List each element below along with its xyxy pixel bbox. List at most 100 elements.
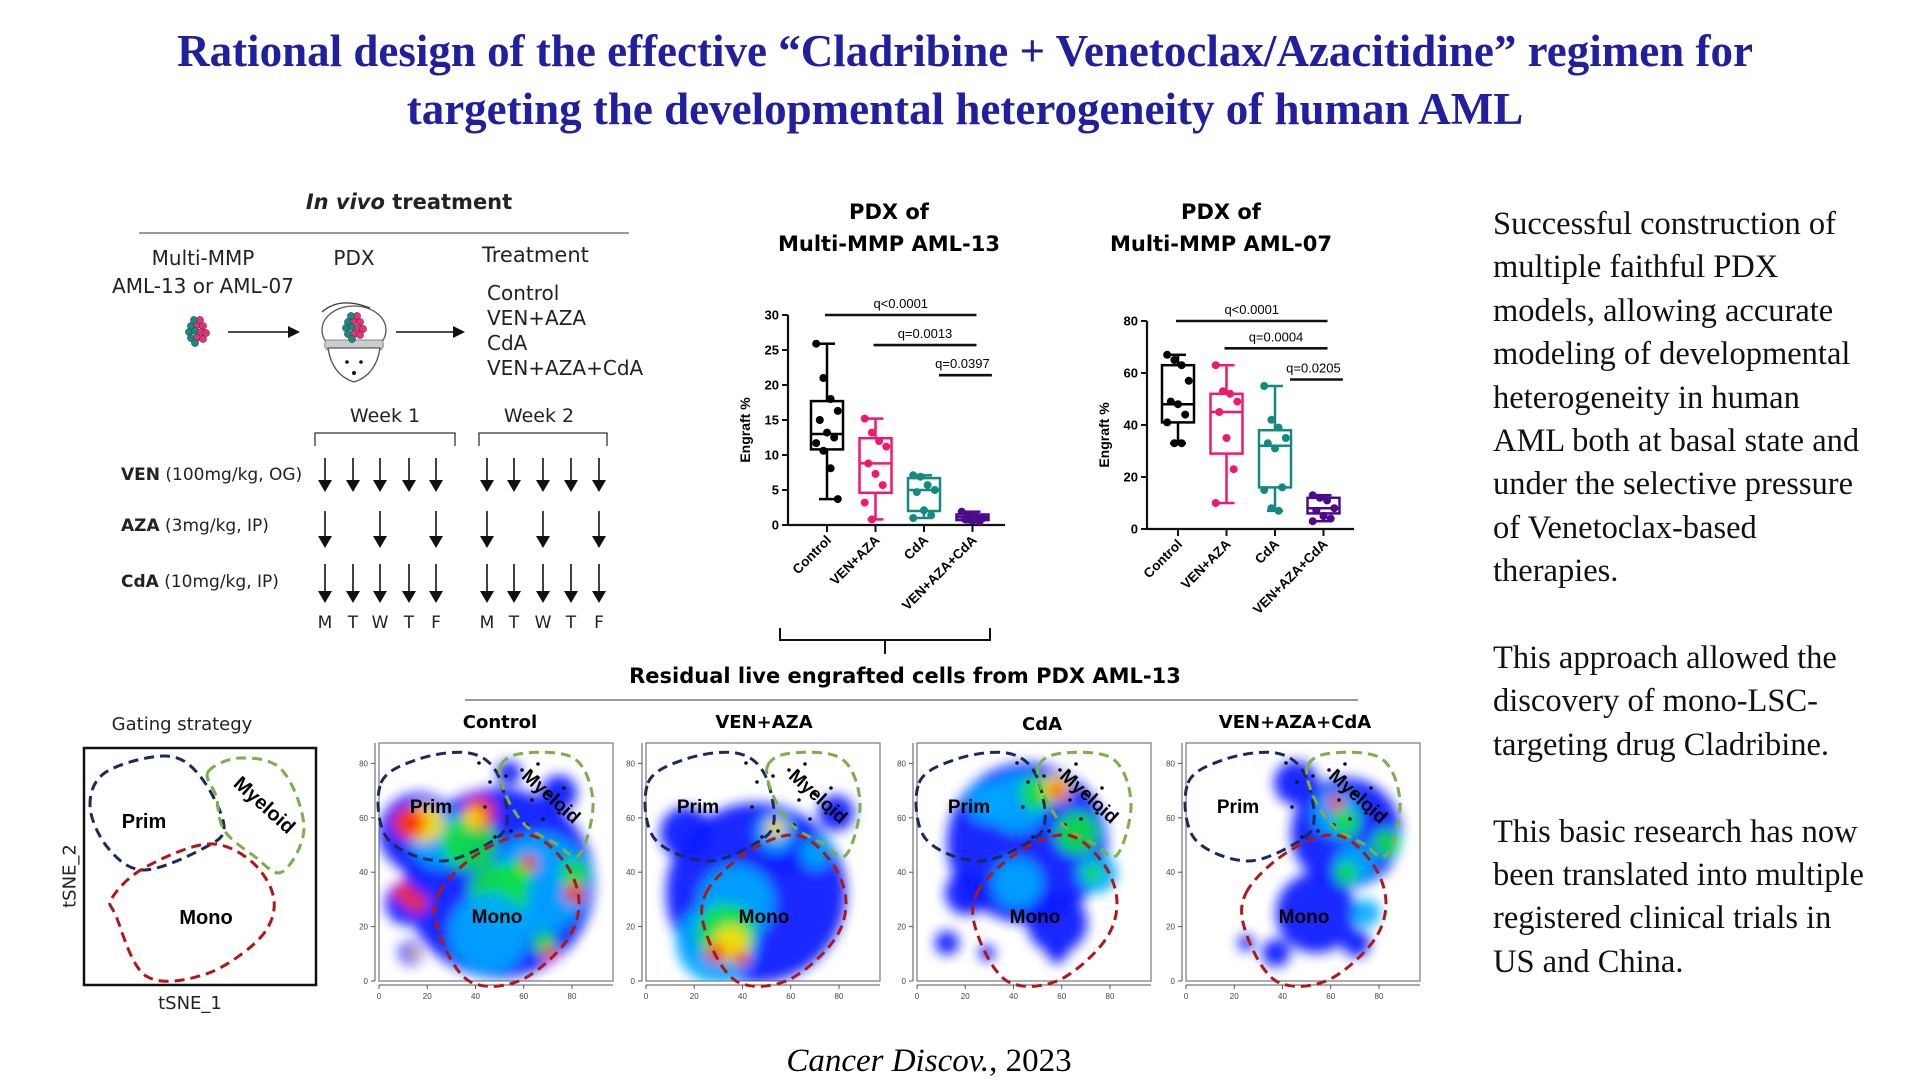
drug-row-label: AZA (3mg/kg, IP) [121,516,269,536]
treatment-divider [139,232,629,234]
density-blob [408,947,420,959]
data-point [830,433,839,442]
prim-gate-label: Prim [677,797,719,818]
event-dot [536,762,540,766]
significance-label: q=0.0013 [898,326,953,341]
data-point [968,516,977,525]
gating-title: Gating strategy [111,714,253,735]
data-point [1319,512,1328,520]
data-point [864,459,873,468]
data-point [1184,376,1193,385]
summary-line: of Venetoclax-based [1493,509,1757,546]
data-point [1226,389,1235,398]
panel-title-ven-aza-cda: VEN+AZA+CdA [1218,712,1372,733]
summary-line: modeling of developmental [1493,336,1851,373]
event-dot [557,811,561,815]
box-control [1160,350,1196,448]
panel-title-ven-aza: VEN+AZA [715,712,813,733]
data-point [1222,434,1231,442]
summary-paragraph: This approach allowed the discovery of mo… [1493,637,1920,767]
event-dot [1015,761,1019,765]
day-letter: T [347,613,359,633]
y-tick-label: 60 [897,814,906,823]
dose-arrow-icon [429,458,443,492]
myeloid-gate [498,750,595,859]
density-blob [464,808,484,828]
slide-title-line-2: targeting the developmental heterogeneit… [406,84,1524,134]
aml-cells-icon [185,316,210,347]
summary-paragraph: Successful construction of multiple faith… [1493,203,1920,594]
day-letter: W [534,613,552,633]
event-dot [1074,762,1078,766]
dose-arrow-icon [318,511,332,548]
y-tick-label: 10 [765,448,779,463]
myeloid-gate [205,756,306,875]
day-letter: F [594,613,604,633]
data-point [1181,410,1190,419]
treatment-heading: In vivo treatment [306,190,512,214]
x-tick-label: 60 [1057,992,1066,1001]
summary-line: under the selective pressure [1493,466,1854,503]
event-dot [803,762,807,766]
summary-line: US and China. [1493,943,1684,980]
summary-line: registered clinical trials in [1493,900,1832,937]
treatment-schematic: In vivo treatment Multi-MMP AML-13 or AM… [0,0,700,650]
y-tick-label: 60 [1124,366,1138,381]
data-point [1170,439,1179,448]
data-point [860,498,869,507]
significance-label: q<0.0001 [1224,302,1279,317]
x-tick-label: 40 [1009,992,1018,1001]
event-dot [488,780,492,784]
y-tick-label: 0 [1131,522,1138,537]
myeloid-gate [765,750,862,859]
x-tick-label: CdA [901,532,931,562]
y-tick-label: 40 [359,868,368,877]
myeloid-gate [1305,750,1402,859]
density-blob [441,815,497,871]
event-dot [1348,817,1352,821]
data-point [1267,415,1276,424]
dose-arrow-icon [402,564,416,603]
week-1-label: Week 1 [349,405,421,427]
data-point [1263,439,1272,448]
data-point [1163,418,1172,427]
day-letter: M [479,613,495,633]
y-tick-label: 0 [364,977,369,986]
summary-line: been translated into multiple [1493,857,1864,894]
density-blob [660,807,712,859]
x-tick-label: 40 [1278,992,1287,1001]
treatment-arm: VEN+AZA [487,306,587,330]
event-dot [760,835,764,839]
slide-title-line-1: Rational design of the effective “Cladri… [177,26,1753,76]
data-point [1211,499,1220,507]
mono-gate-label: Mono [1279,907,1330,928]
y-tick-label: 80 [626,759,635,768]
dose-arrow-icon [592,458,606,492]
data-point [819,446,828,455]
summary-line: This approach allowed the [1493,640,1837,677]
prim-gate-label: Prim [948,797,990,818]
density-blob [393,807,425,839]
drug-name: CdA [121,572,159,592]
y-tick-label: 40 [1166,868,1175,877]
dose-arrow-icon [507,458,521,492]
chart-1-title-line-1: PDX of [849,200,929,224]
treatment-arm: VEN+AZA+CdA [487,356,644,380]
dose-arrow-icon [429,511,443,548]
mouse-icon [321,302,387,383]
data-point [927,511,936,520]
y-axis-label: Engraft % [1096,402,1112,468]
data-point [1163,350,1172,359]
summary-line: multiple faithful PDX [1493,249,1779,286]
x-tick-label: 0 [377,992,382,1001]
data-point [833,495,842,504]
data-point [909,514,918,522]
dosing-schedule [314,432,608,603]
event-dot [797,798,801,802]
density-blob [945,871,989,915]
